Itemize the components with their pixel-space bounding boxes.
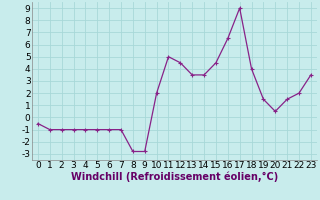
X-axis label: Windchill (Refroidissement éolien,°C): Windchill (Refroidissement éolien,°C) — [71, 172, 278, 182]
